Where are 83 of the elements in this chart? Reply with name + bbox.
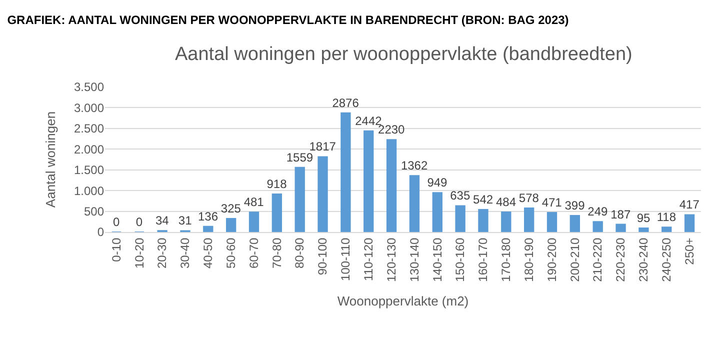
x-tick-label: 230-240 — [636, 237, 651, 282]
bar — [501, 211, 512, 232]
x-tick-label: 240-250 — [660, 237, 674, 282]
y-tick-label: 0 — [97, 225, 104, 240]
x-tick-label: 170-180 — [499, 237, 514, 282]
x-tick-label: 100-110 — [338, 237, 353, 281]
bar — [294, 166, 305, 232]
bar — [616, 224, 626, 232]
x-tick-label: 20-30 — [155, 237, 170, 269]
x-tick-label: 0-10 — [109, 237, 124, 262]
data-label: 118 — [656, 210, 676, 224]
data-label: 949 — [427, 176, 448, 190]
data-label: 1362 — [400, 158, 428, 173]
data-label: 542 — [473, 192, 494, 207]
data-label: 2230 — [378, 122, 406, 137]
y-axis-title: Aantal woningen — [42, 111, 58, 208]
x-tick-label: 120-130 — [384, 237, 398, 282]
data-label: 31 — [178, 214, 192, 228]
x-tick-label: 50-60 — [224, 237, 238, 269]
bar — [203, 226, 214, 232]
x-tick-label: 200-210 — [568, 237, 582, 282]
x-tick-label: 70-80 — [270, 237, 284, 269]
y-tick-label: 500 — [84, 204, 104, 218]
chart-title: GRAFIEK: AANTAL WONINGEN PER WOONOPPERVLAKTE IN BARENDRECHT (BRON: BAG 2023) — [7, 12, 569, 27]
bar — [524, 208, 534, 232]
bar — [570, 214, 580, 232]
data-label: 484 — [496, 194, 516, 209]
bar — [432, 192, 442, 232]
x-tick-label: 40-50 — [201, 237, 216, 269]
x-tick-label: 30-40 — [178, 237, 192, 269]
data-label: 471 — [542, 195, 562, 210]
x-tick-label: 140-150 — [430, 237, 444, 282]
x-tick-label: 60-70 — [246, 237, 261, 269]
bar — [272, 193, 282, 232]
bar — [455, 205, 466, 232]
x-axis-title: Woonoppervlakte (m2) — [337, 293, 469, 308]
bar — [662, 226, 672, 232]
y-tick-label: 2.000 — [74, 142, 104, 156]
data-label: 578 — [518, 191, 540, 206]
chart-subtitle: Aantal woningen per woonoppervlakte (bandbreedten) — [175, 44, 632, 65]
bar — [684, 214, 695, 232]
bar — [364, 130, 374, 232]
bar — [386, 139, 397, 232]
y-tick-label: 1.500 — [74, 163, 104, 178]
bar — [226, 218, 236, 232]
y-tick-label: 2.500 — [74, 122, 104, 136]
data-label: 0 — [136, 215, 143, 229]
y-tick-label: 3.500 — [74, 80, 104, 94]
x-tick-label: 160-170 — [476, 237, 490, 282]
data-label: 481 — [244, 195, 264, 210]
bar — [546, 212, 558, 232]
data-label: 34 — [155, 214, 170, 228]
bar — [318, 156, 328, 232]
bar — [340, 112, 351, 232]
x-tick-label: 210-220 — [590, 237, 605, 282]
data-label: 95 — [636, 211, 651, 226]
data-label: 187 — [610, 207, 631, 222]
data-label: 635 — [450, 188, 470, 203]
bar — [478, 209, 488, 232]
data-label: 325 — [220, 202, 242, 216]
x-tick-label: 90-100 — [316, 237, 330, 276]
x-tick-label: 10-20 — [132, 237, 146, 269]
bar — [592, 221, 603, 232]
x-tick-label: 150-160 — [453, 237, 468, 282]
x-tick-label: 220-230 — [614, 237, 628, 282]
x-tick-label: 250+ — [682, 238, 696, 265]
x-tick-label: 130-140 — [407, 237, 422, 282]
x-tick-label: 80-90 — [292, 237, 307, 269]
data-label: 399 — [564, 198, 586, 212]
data-label: 136 — [198, 209, 218, 224]
bar — [638, 228, 649, 232]
bar — [248, 212, 260, 232]
data-label: 0 — [112, 215, 120, 229]
data-label: 249 — [588, 204, 608, 219]
y-tick-label: 1.000 — [74, 184, 104, 198]
bar — [409, 175, 420, 232]
data-label: 918 — [266, 176, 288, 191]
x-tick-label: 190-200 — [544, 237, 559, 282]
x-tick-label: 180-190 — [522, 237, 536, 282]
x-tick-label: 110-120 — [362, 237, 376, 281]
data-label: 417 — [679, 198, 700, 212]
y-tick-label: 3.000 — [74, 100, 104, 115]
data-label: 2876 — [332, 96, 360, 110]
